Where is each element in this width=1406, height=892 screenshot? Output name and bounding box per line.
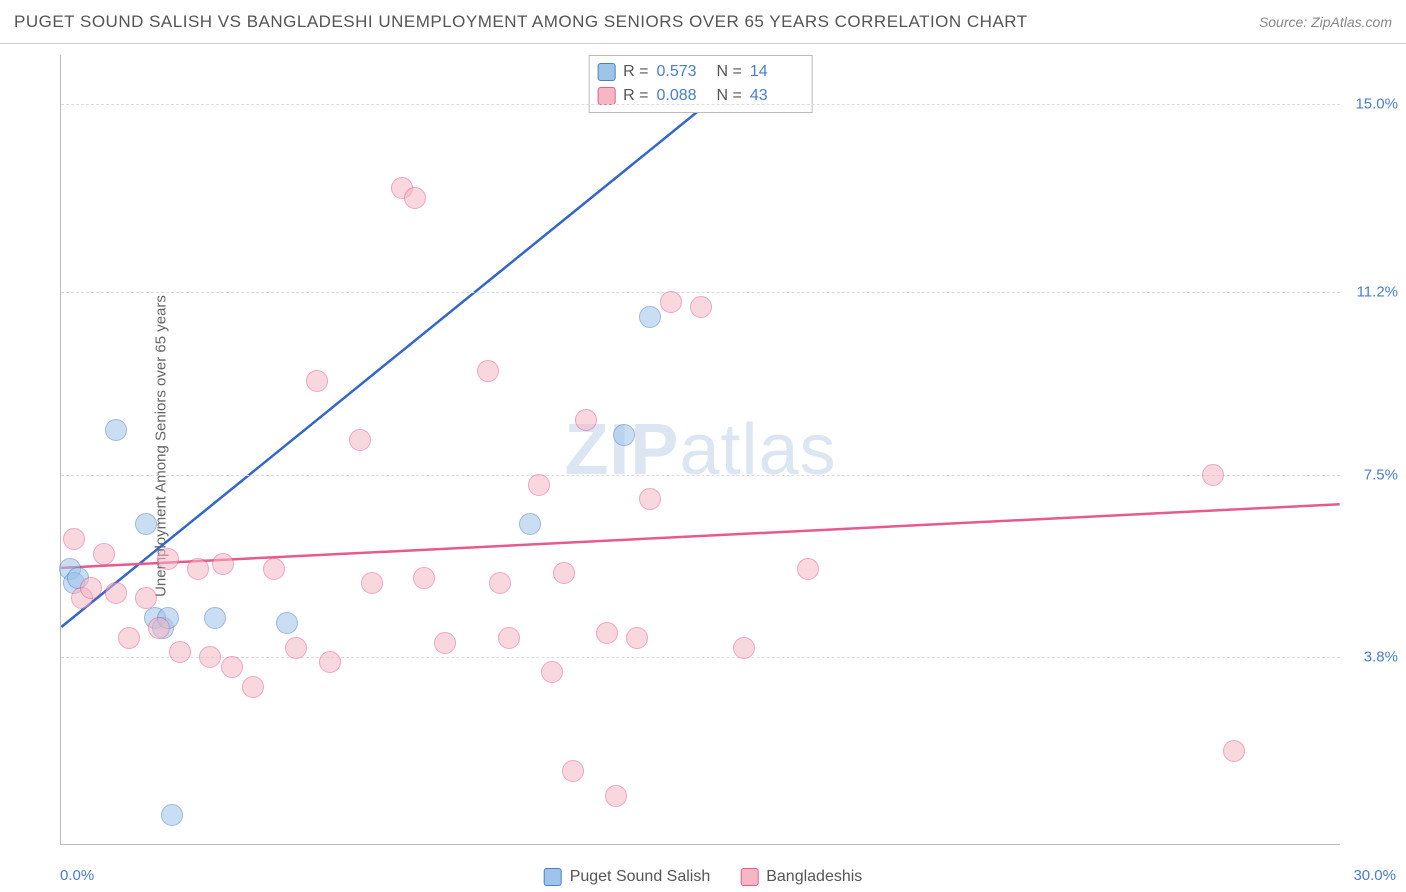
- scatter-point: [105, 582, 127, 604]
- series-swatch: [597, 87, 615, 105]
- scatter-point: [319, 651, 341, 673]
- y-tick-label: 11.2%: [1357, 284, 1398, 301]
- scatter-point: [135, 513, 157, 535]
- scatter-point: [477, 360, 499, 382]
- scatter-point: [541, 661, 563, 683]
- scatter-point: [135, 587, 157, 609]
- scatter-point: [276, 612, 298, 634]
- gridline: [61, 292, 1340, 293]
- y-tick-label: 3.8%: [1364, 649, 1398, 666]
- scatter-point: [605, 785, 627, 807]
- scatter-point: [199, 646, 221, 668]
- scatter-point: [690, 296, 712, 318]
- stats-row: R = 0.573 N = 14: [597, 60, 802, 84]
- gridline: [61, 475, 1340, 476]
- scatter-point: [105, 419, 127, 441]
- legend-item: Puget Sound Salish: [544, 868, 711, 886]
- gridline: [61, 104, 1340, 105]
- scatter-point: [596, 622, 618, 644]
- scatter-point: [434, 632, 456, 654]
- scatter-point: [361, 572, 383, 594]
- scatter-point: [80, 577, 102, 599]
- scatter-point: [626, 627, 648, 649]
- x-max-label: 30.0%: [1353, 867, 1396, 884]
- scatter-point: [63, 528, 85, 550]
- source-label: Source: ZipAtlas.com: [1259, 14, 1392, 30]
- scatter-point: [413, 567, 435, 589]
- series-swatch: [544, 868, 562, 886]
- trendlines-layer: [61, 55, 1340, 844]
- scatter-point: [169, 641, 191, 663]
- scatter-point: [639, 306, 661, 328]
- scatter-point: [1223, 740, 1245, 762]
- scatter-point: [519, 513, 541, 535]
- scatter-point: [306, 370, 328, 392]
- scatter-point: [733, 637, 755, 659]
- scatter-point: [93, 543, 115, 565]
- bottom-legend: Puget Sound Salish Bangladeshis: [544, 868, 863, 886]
- gridline: [61, 657, 1340, 658]
- scatter-point: [157, 548, 179, 570]
- scatter-point: [204, 607, 226, 629]
- scatter-point: [263, 558, 285, 580]
- scatter-point: [498, 627, 520, 649]
- chart-title: PUGET SOUND SALISH VS BANGLADESHI UNEMPL…: [14, 12, 1028, 32]
- x-min-label: 0.0%: [60, 867, 94, 884]
- scatter-point: [797, 558, 819, 580]
- scatter-point: [553, 562, 575, 584]
- scatter-point: [562, 760, 584, 782]
- scatter-point: [404, 187, 426, 209]
- watermark: ZIPatlas: [564, 409, 836, 491]
- scatter-point: [118, 627, 140, 649]
- scatter-point: [285, 637, 307, 659]
- scatter-point: [1202, 464, 1224, 486]
- y-tick-label: 7.5%: [1364, 466, 1398, 483]
- scatter-point: [349, 429, 371, 451]
- scatter-point: [148, 617, 170, 639]
- scatter-point: [528, 474, 550, 496]
- scatter-point: [489, 572, 511, 594]
- scatter-point: [613, 424, 635, 446]
- scatter-point: [242, 676, 264, 698]
- scatter-point: [575, 409, 597, 431]
- title-bar: PUGET SOUND SALISH VS BANGLADESHI UNEMPL…: [0, 0, 1406, 44]
- scatter-point: [161, 804, 183, 826]
- scatter-point: [221, 656, 243, 678]
- scatter-point: [187, 558, 209, 580]
- scatter-point: [212, 553, 234, 575]
- scatter-point: [660, 291, 682, 313]
- series-swatch: [597, 63, 615, 81]
- scatter-point: [639, 488, 661, 510]
- plot-area: ZIPatlas R = 0.573 N = 14 R = 0.088 N = …: [60, 55, 1340, 845]
- y-tick-label: 15.0%: [1355, 96, 1398, 113]
- series-swatch: [740, 868, 758, 886]
- legend-item: Bangladeshis: [740, 868, 862, 886]
